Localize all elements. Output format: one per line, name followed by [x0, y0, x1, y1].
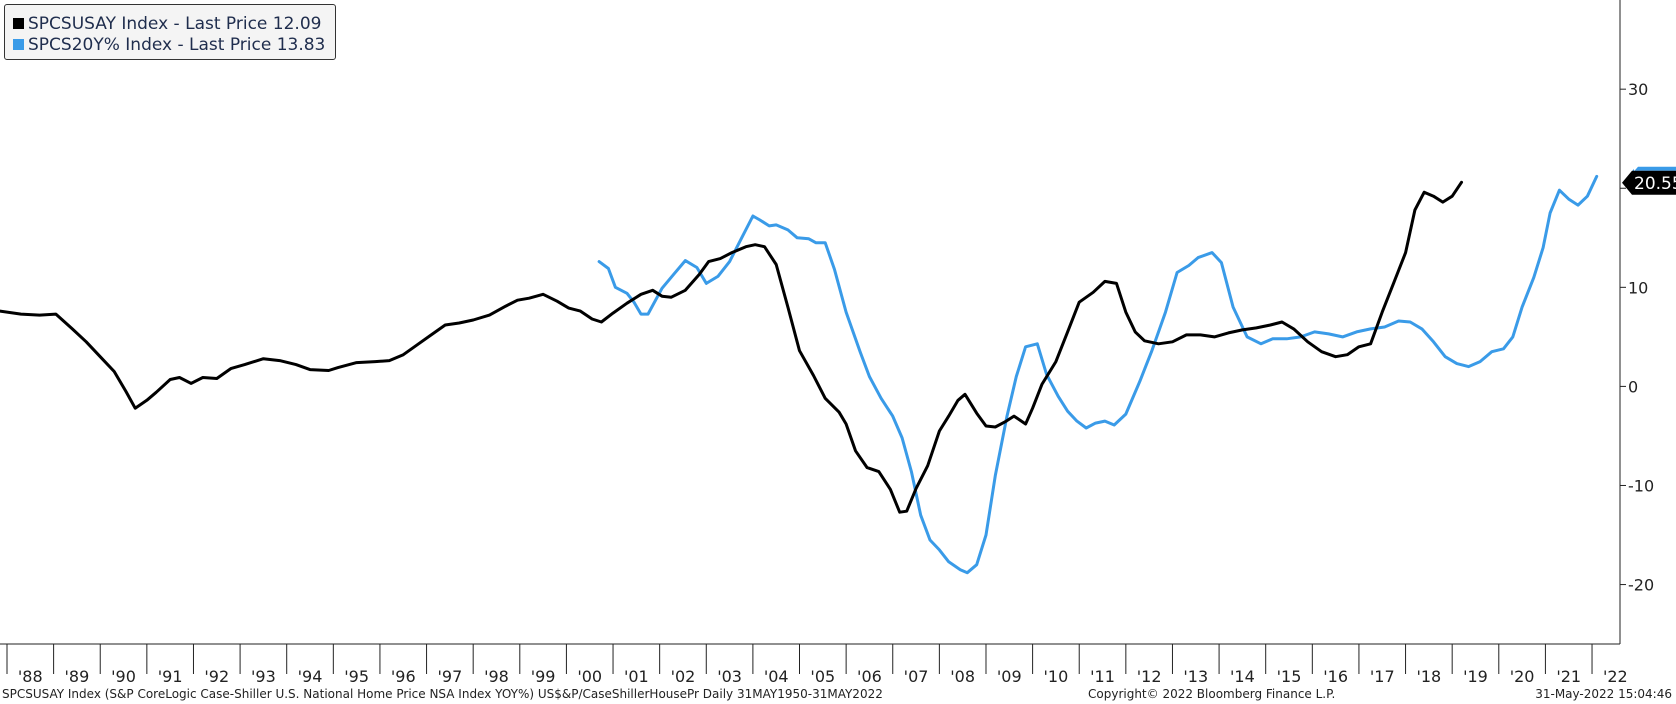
x-tick-label: '00 — [577, 667, 602, 686]
x-tick-label: '88 — [18, 667, 43, 686]
y-tick-label: -20 — [1628, 576, 1654, 595]
badge-background — [1622, 170, 1676, 195]
x-tick-label: '09 — [997, 667, 1022, 686]
x-tick-label: '08 — [950, 667, 975, 686]
x-tick-label: '05 — [810, 667, 835, 686]
x-tick-label: '91 — [158, 667, 183, 686]
x-tick-label: '98 — [484, 667, 509, 686]
x-tick-label: '11 — [1090, 667, 1115, 686]
x-tick-label: '20 — [1510, 667, 1535, 686]
y-tick-label: 30 — [1628, 80, 1648, 99]
x-tick-label: '22 — [1603, 667, 1628, 686]
y-tick-label: 10 — [1628, 278, 1648, 297]
legend-swatch-blue — [13, 39, 24, 50]
x-tick-label: '10 — [1044, 667, 1069, 686]
x-tick-label: '18 — [1416, 667, 1441, 686]
x-tick-label: '95 — [344, 667, 369, 686]
x-tick-label: '15 — [1277, 667, 1302, 686]
footer-timestamp: 31-May-2022 15:04:46 — [1535, 687, 1672, 701]
legend-item-spcsusay: SPCSUSAY Index - Last Price 12.09 — [13, 13, 335, 34]
x-tick-label: '13 — [1183, 667, 1208, 686]
badge-value: 20.55 — [1634, 174, 1676, 194]
x-tick-label: '90 — [111, 667, 136, 686]
x-tick-label: '14 — [1230, 667, 1255, 686]
x-tick-label: '07 — [904, 667, 929, 686]
x-tick-label: '19 — [1463, 667, 1488, 686]
x-tick-label: '12 — [1137, 667, 1162, 686]
x-tick-label: '93 — [251, 667, 276, 686]
x-tick-label: '89 — [65, 667, 90, 686]
x-tick-label: '99 — [531, 667, 556, 686]
series-line-0 — [0, 180, 1463, 514]
y-tick-label: 0 — [1628, 377, 1638, 396]
x-tick-label: '97 — [437, 667, 462, 686]
x-tick-label: '03 — [717, 667, 742, 686]
x-tick-label: '21 — [1556, 667, 1581, 686]
legend-item-spcs20y: SPCS20Y% Index - Last Price 13.83 — [13, 34, 335, 55]
x-tick-label: '02 — [671, 667, 696, 686]
plot-lines — [0, 174, 1599, 575]
series-line-1 — [597, 174, 1599, 575]
x-tick-label: '96 — [391, 667, 416, 686]
x-tick-label: '17 — [1370, 667, 1395, 686]
legend-label: SPCS20Y% Index - Last Price 13.83 — [28, 34, 326, 55]
x-tick-label: '01 — [624, 667, 649, 686]
footer-description: SPCSUSAY Index (S&P CoreLogic Case-Shill… — [2, 687, 883, 701]
footer-copyright: Copyright© 2022 Bloomberg Finance L.P. — [1088, 687, 1336, 701]
last-value-badge: 20.55 — [1622, 166, 1676, 195]
x-tick-label: '92 — [204, 667, 229, 686]
legend-label: SPCSUSAY Index - Last Price 12.09 — [28, 13, 322, 34]
x-tick-label: '16 — [1323, 667, 1348, 686]
x-axis: '88 '89 '90 '91 '92 '93 '94 '95 '96 '97 '98 '99 '00 '… — [0, 643, 1628, 686]
y-tick-label: -10 — [1628, 476, 1654, 495]
legend-swatch-black — [13, 18, 24, 29]
x-tick-label: '94 — [298, 667, 323, 686]
y-axis: -20 -10 0 10 30 — [1619, 0, 1654, 644]
x-tick-label: '04 — [764, 667, 789, 686]
x-tick-label: '06 — [857, 667, 882, 686]
legend: SPCSUSAY Index - Last Price 12.09 SPCS20… — [4, 4, 336, 60]
